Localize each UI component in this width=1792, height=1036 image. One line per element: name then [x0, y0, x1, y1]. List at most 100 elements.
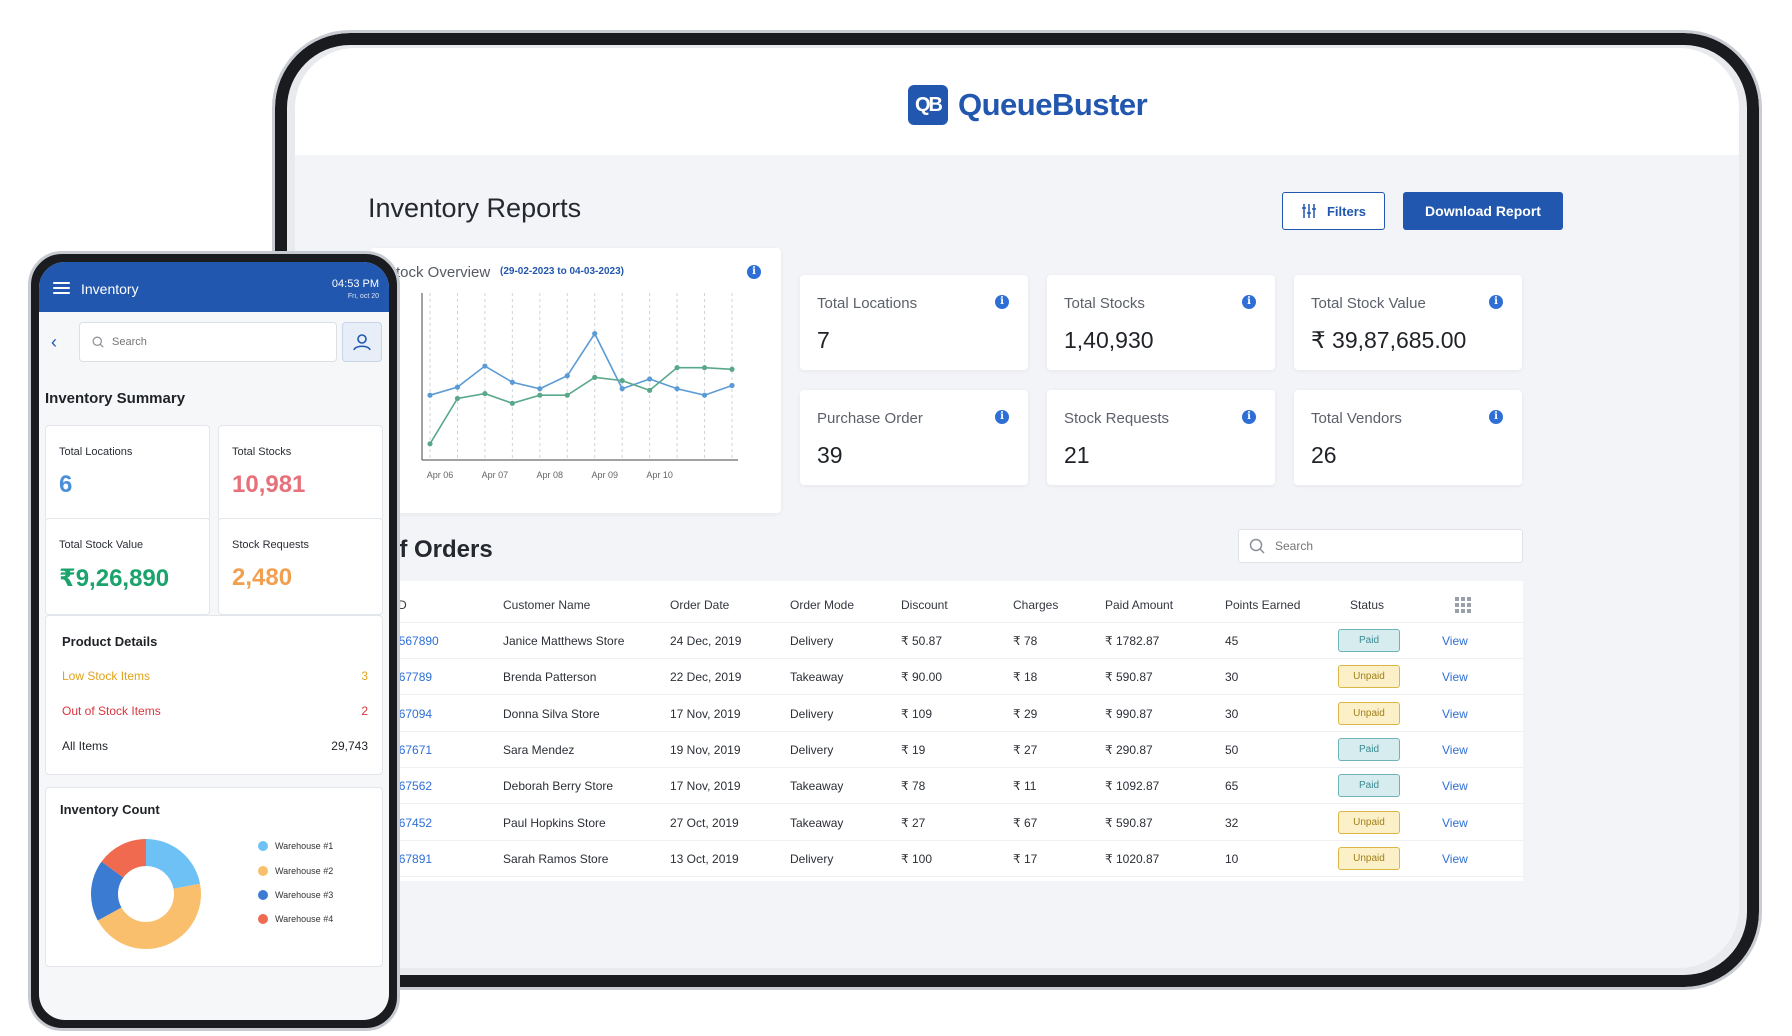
info-icon[interactable]: i [995, 295, 1009, 309]
info-icon[interactable]: i [747, 265, 761, 279]
phone-stat-total-stock-value[interactable]: Total Stock Value ₹9,26,890 [45, 518, 210, 615]
view-link[interactable]: View [1442, 742, 1468, 757]
stat-card-total-stock-value[interactable]: Total Stock Value i ₹ 39,87,685.00 [1294, 275, 1522, 370]
cell-order-mode: Delivery [790, 742, 834, 757]
brand-logo[interactable]: QB QueueBuster [908, 85, 1148, 125]
donut-slice-1[interactable] [146, 839, 201, 889]
col-header-discount[interactable]: Discount [901, 598, 948, 612]
legend-item-warehouse-1[interactable]: Warehouse #1 [258, 841, 333, 851]
stat-value: 26 [1311, 442, 1337, 468]
stat-label: Total Vendors [1311, 410, 1402, 427]
stat-card-total-stocks[interactable]: Total Stocks i 1,40,930 [1047, 275, 1275, 370]
stat-label: Total Stock Value [1311, 295, 1426, 312]
col-header-points-earned[interactable]: Points Earned [1225, 598, 1301, 612]
col-header-charges[interactable]: Charges [1013, 598, 1059, 612]
series-point-2 [701, 365, 708, 371]
table-row[interactable]: R34567891 Sarah Ramos Store 13 Oct, 2019 De… [370, 841, 1523, 877]
donut-slice-4[interactable] [101, 839, 146, 878]
series-line-1 [429, 332, 733, 397]
series-point-1 [701, 392, 708, 398]
stat-card-total-vendors[interactable]: Total Vendors i 26 [1294, 390, 1522, 485]
legend-item-warehouse-2[interactable]: Warehouse #2 [258, 866, 333, 876]
info-icon[interactable]: i [1489, 295, 1503, 309]
info-icon[interactable]: i [1489, 410, 1503, 424]
col-header-status[interactable]: Status [1350, 598, 1385, 612]
product-row-out-of-stock[interactable]: Out of Stock Items 2 [62, 704, 368, 718]
stat-value: ₹ 39,87,685.00 [1311, 327, 1467, 353]
series-point-1 [427, 392, 433, 398]
donut-slice-2[interactable] [97, 883, 201, 949]
stat-card-total-locations[interactable]: Total Locations i 7 [800, 275, 1028, 370]
orders-table: rder ID Customer Name Order Date Order M… [370, 581, 1523, 881]
table-header-row: rder ID Customer Name Order Date Order M… [370, 587, 1523, 623]
orders-search-input[interactable] [1275, 539, 1495, 553]
view-link[interactable]: View [1442, 670, 1468, 685]
cell-discount: ₹ 50.87 [901, 634, 942, 648]
cell-points-earned: 32 [1225, 815, 1239, 830]
donut-slice-3[interactable] [91, 861, 124, 921]
cell-order-date: 22 Dec, 2019 [670, 670, 742, 685]
view-link[interactable]: View [1442, 779, 1468, 794]
phone-stat-stock-requests[interactable]: Stock Requests 2,480 [218, 518, 383, 615]
phone-date: Fri, oct 20 [347, 293, 379, 300]
view-link[interactable]: View [1442, 815, 1468, 830]
cell-customer-name: Sara Mendez [503, 742, 575, 757]
stat-value: 1,40,930 [1064, 327, 1154, 353]
series-point-2 [592, 374, 598, 380]
stock-overview-date-range[interactable]: (29-02-2023 to 04-03-2023) [500, 266, 624, 277]
info-icon[interactable]: i [1242, 295, 1256, 309]
view-link[interactable]: View [1442, 706, 1468, 721]
stat-card-purchase-order[interactable]: Purchase Order i 39 [800, 390, 1028, 485]
col-header-order-mode[interactable]: Order Mode [790, 598, 855, 612]
legend-item-warehouse-4[interactable]: Warehouse #4 [258, 914, 333, 924]
table-row[interactable]: R124567890 Janice Matthews Store 24 Dec, 2… [370, 623, 1523, 659]
cell-charges: ₹ 78 [1013, 634, 1038, 648]
phone-app-title: Inventory [81, 281, 139, 297]
cell-discount: ₹ 19 [901, 742, 926, 757]
status-badge: Unpaid [1338, 810, 1400, 834]
table-row[interactable]: R34567452 Paul Hopkins Store 27 Oct, 2019 T… [370, 805, 1523, 841]
cell-paid-amount: ₹ 1092.87 [1105, 779, 1160, 794]
user-profile-button[interactable] [342, 322, 382, 362]
phone-stat-total-locations[interactable]: Total Locations 6 [45, 425, 210, 522]
cell-points-earned: 30 [1225, 706, 1239, 721]
cell-order-mode: Takeaway [790, 815, 844, 830]
page-title: Inventory Reports [368, 193, 582, 223]
hamburger-menu-icon[interactable] [53, 282, 70, 294]
legend-item-warehouse-3[interactable]: Warehouse #3 [258, 890, 333, 900]
cell-charges: ₹ 17 [1013, 851, 1038, 866]
row-label: Out of Stock Items [62, 704, 161, 718]
legend-label: Warehouse #4 [275, 914, 334, 924]
back-chevron-icon[interactable]: ‹ [51, 332, 57, 352]
table-row[interactable]: R34567562 Deborah Berry Store 17 Nov, 2019… [370, 768, 1523, 805]
table-row[interactable]: R24567094 Donna Silva Store 17 Nov, 2019 De… [370, 696, 1523, 732]
legend-dot [258, 890, 268, 900]
orders-search[interactable] [1238, 529, 1523, 563]
cell-order-date: 24 Dec, 2019 [670, 634, 742, 648]
view-link[interactable]: View [1442, 851, 1468, 866]
phone-search[interactable] [79, 322, 337, 362]
table-row[interactable]: R34567671 Sara Mendez 19 Nov, 2019 Delivery… [370, 732, 1523, 768]
phone-stat-total-stocks[interactable]: Total Stocks 10,981 [218, 425, 383, 522]
info-icon[interactable]: i [995, 410, 1009, 424]
col-header-customer-name[interactable]: Customer Name [503, 598, 591, 612]
phone-search-input[interactable] [112, 336, 312, 348]
view-link[interactable]: View [1442, 634, 1468, 648]
stat-value: ₹9,26,890 [59, 565, 170, 592]
cell-charges: ₹ 67 [1013, 815, 1038, 830]
cell-order-mode: Delivery [790, 706, 834, 721]
stat-card-stock-requests[interactable]: Stock Requests i 21 [1047, 390, 1275, 485]
info-icon[interactable]: i [1242, 410, 1256, 424]
col-header-paid-amount[interactable]: Paid Amount [1105, 598, 1174, 612]
product-row-all-items[interactable]: All Items 29,743 [62, 739, 368, 753]
download-report-button[interactable]: Download Report [1403, 192, 1563, 230]
cell-discount: ₹ 90.00 [901, 670, 942, 685]
cell-charges: ₹ 18 [1013, 670, 1038, 685]
filters-button[interactable]: Filters [1282, 192, 1385, 230]
x-tick-label: Apr 08 [537, 470, 564, 480]
table-row[interactable]: R34567789 Brenda Patterson 22 Dec, 2019 Tak… [370, 659, 1523, 696]
product-row-low-stock[interactable]: Low Stock Items 3 [62, 669, 368, 683]
col-header-order-date[interactable]: Order Date [670, 598, 730, 612]
column-settings-grid-icon[interactable] [1455, 597, 1471, 613]
